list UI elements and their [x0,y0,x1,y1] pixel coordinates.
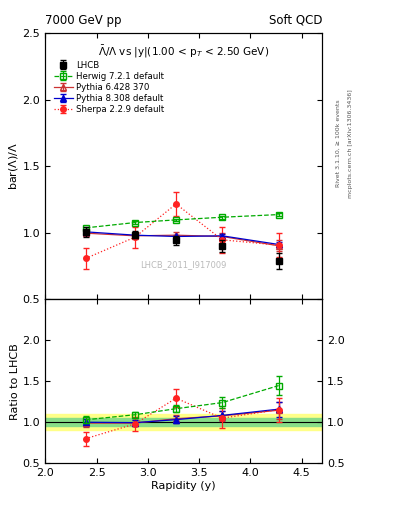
Y-axis label: bar($\Lambda$)/$\Lambda$: bar($\Lambda$)/$\Lambda$ [7,142,20,190]
Text: Soft QCD: Soft QCD [269,14,322,27]
Legend: LHCB, Herwig 7.2.1 default, Pythia 6.428 370, Pythia 8.308 default, Sherpa 2.2.9: LHCB, Herwig 7.2.1 default, Pythia 6.428… [52,59,166,116]
Text: 7000 GeV pp: 7000 GeV pp [45,14,122,27]
Text: $\bar{\Lambda}/\Lambda$ vs |y|(1.00 < p$_{T}$ < 2.50 GeV): $\bar{\Lambda}/\Lambda$ vs |y|(1.00 < p$… [98,44,269,60]
X-axis label: Rapidity (y): Rapidity (y) [151,481,216,491]
Bar [45,418,322,426]
Y-axis label: Ratio to LHCB: Ratio to LHCB [10,343,20,419]
Text: LHCB_2011_I917009: LHCB_2011_I917009 [141,260,227,269]
Text: mcplots.cern.ch [arXiv:1306.3436]: mcplots.cern.ch [arXiv:1306.3436] [348,89,353,198]
Bar [45,414,322,431]
Text: Rivet 3.1.10, ≥ 100k events: Rivet 3.1.10, ≥ 100k events [336,99,341,187]
